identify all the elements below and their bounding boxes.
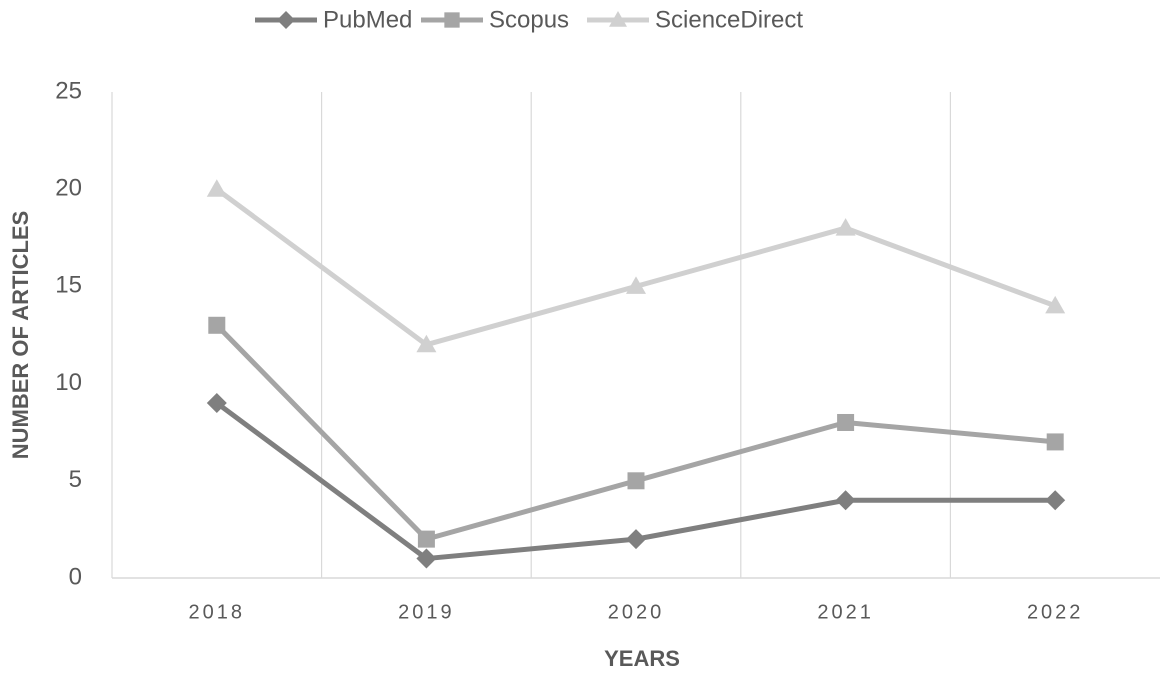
series-line (215, 323, 1056, 542)
y-tick-label: 5 (69, 466, 82, 493)
y-tick-label: 0 (69, 563, 82, 590)
marker (206, 393, 227, 414)
series-line (215, 187, 1057, 348)
y-axis-label: NUMBER OF ARTICLES (8, 211, 33, 460)
y-tick-label: 25 (55, 77, 82, 104)
marker (1046, 433, 1064, 451)
marker (1045, 295, 1066, 314)
marker (416, 548, 437, 569)
y-tick-label: 20 (55, 175, 82, 202)
marker (837, 413, 855, 431)
marker (208, 316, 226, 334)
marker (206, 179, 227, 197)
marker (416, 334, 437, 353)
y-tick-label: 15 (55, 272, 82, 299)
marker (444, 12, 460, 28)
legend-label: Scopus (489, 6, 569, 33)
marker (277, 11, 295, 29)
marker (835, 490, 856, 511)
marker (609, 11, 627, 27)
x-tick-label: 2019 (398, 601, 455, 623)
x-tick-label: 2020 (608, 601, 665, 623)
x-tick-label: 2022 (1027, 601, 1084, 623)
marker (626, 276, 646, 294)
marker (1045, 490, 1066, 511)
legend-label: PubMed (323, 6, 412, 33)
marker (417, 530, 435, 548)
x-axis-label: YEARS (604, 646, 680, 671)
marker (835, 218, 856, 236)
x-tick-label: 2021 (817, 601, 874, 623)
y-tick-label: 10 (55, 369, 82, 396)
marker (627, 472, 645, 490)
marker (626, 529, 646, 550)
legend-label: ScienceDirect (655, 6, 803, 33)
x-tick-label: 2018 (189, 601, 246, 623)
